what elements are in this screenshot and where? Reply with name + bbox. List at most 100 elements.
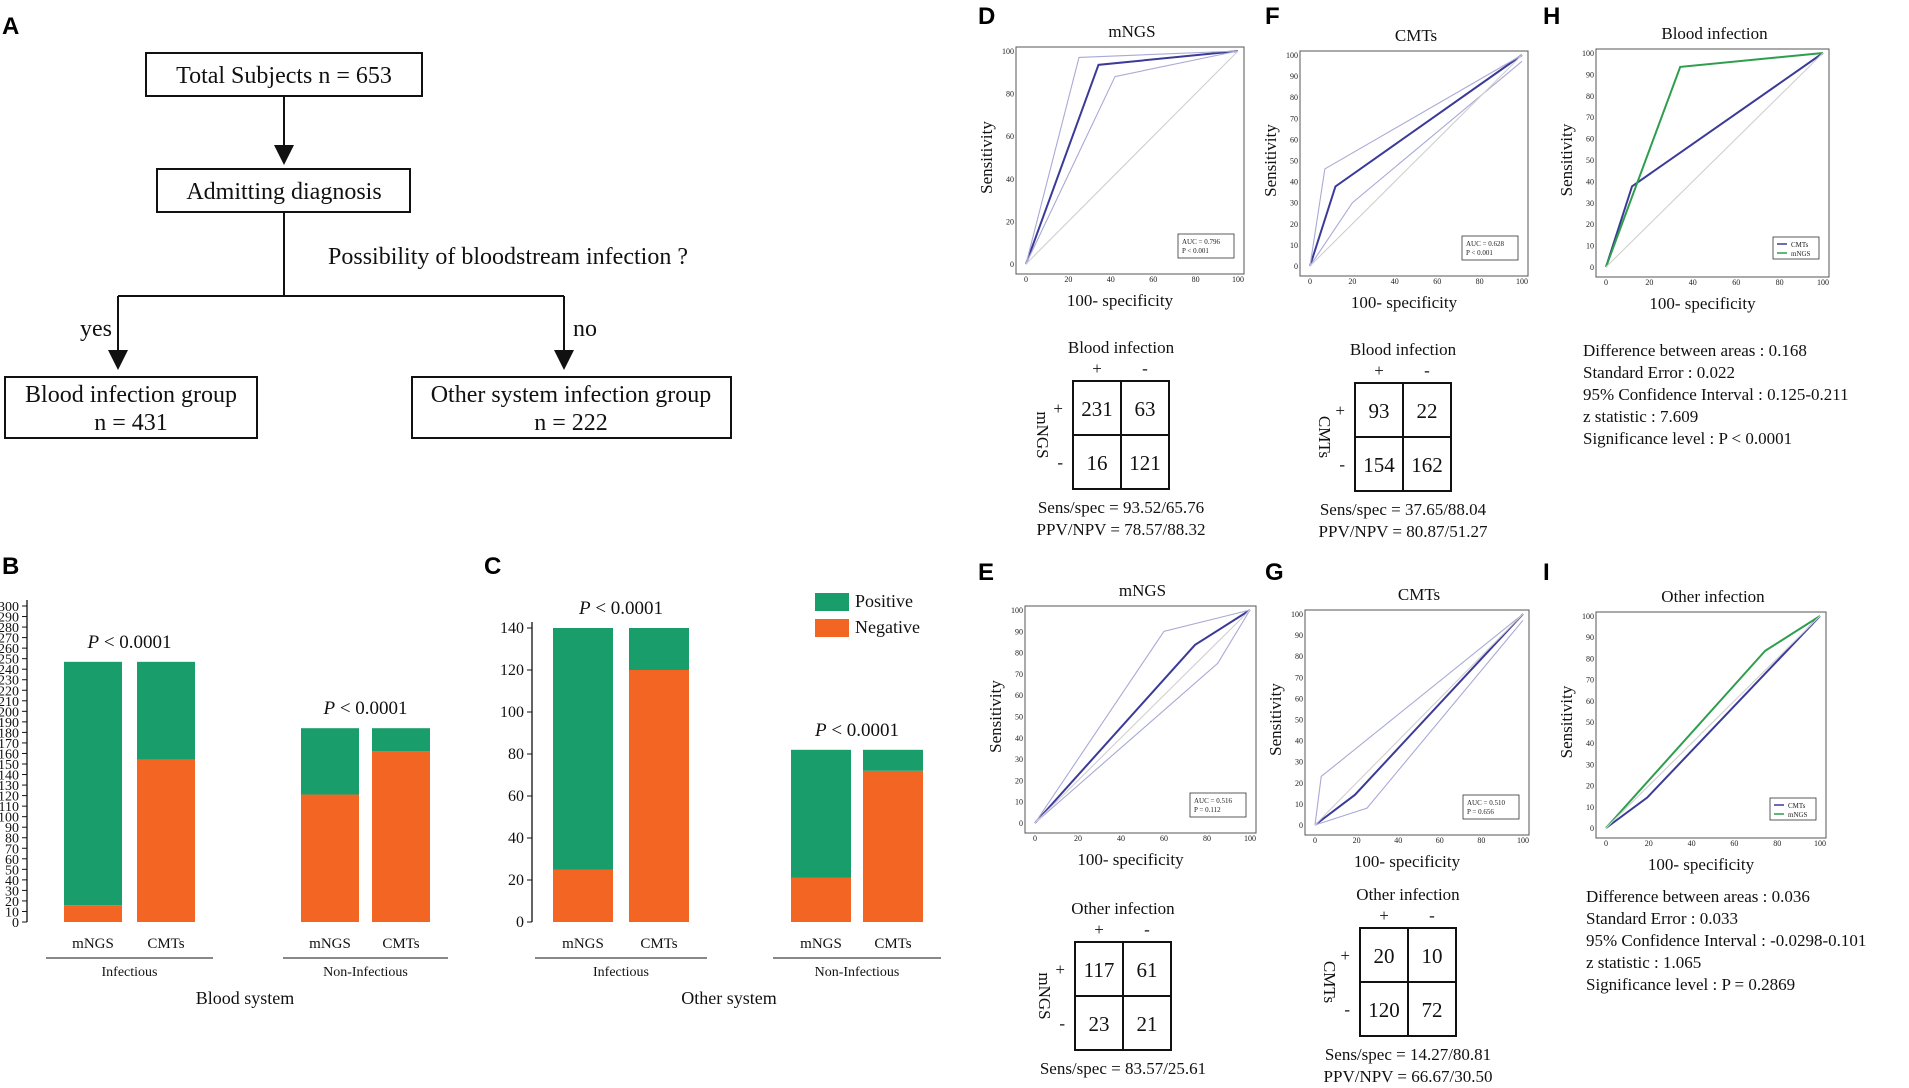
table-cell: 61 [1137, 958, 1158, 982]
y-tick-label: 90 [1295, 631, 1303, 640]
table-cell: 16 [1087, 451, 1108, 475]
y-tick-label: 30 [1290, 199, 1298, 208]
y-tick-label: 110 [0, 800, 19, 815]
y-tick-label: 160 [0, 747, 19, 762]
flow-yes-text: yes [80, 316, 112, 342]
p-value-label: P < 0.0001 [86, 632, 171, 653]
stats-line: Significance level : P = 0.2869 [1586, 975, 1795, 994]
x-tick-label: 0 [1308, 277, 1312, 286]
col-plus: + [1374, 361, 1384, 380]
roc-line-cmts [1605, 615, 1821, 829]
y-axis-label: Sensitivity [986, 680, 1005, 753]
x-tick-label: 80 [1776, 278, 1784, 287]
flow-box-blood [4, 376, 258, 439]
group-label: Infectious [593, 965, 649, 980]
sens-spec-text: Sens/spec = 93.52/65.76 [1038, 498, 1204, 517]
flow-other-line1: Other system infection group [431, 382, 712, 408]
table-cell: 23 [1089, 1012, 1110, 1036]
ppv-npv-text: PPV/NPV = 78.57/88.32 [1037, 520, 1206, 539]
y-tick-label: 60 [508, 788, 524, 805]
y-tick-label: 80 [5, 832, 19, 847]
x-tick-label: 60 [1732, 278, 1740, 287]
annotation-text: AUC = 0.628 [1466, 240, 1504, 248]
panel-label-d: D [978, 3, 995, 30]
bar-positive [791, 749, 851, 878]
y-tick-label: 30 [1586, 199, 1594, 208]
bar-chart-blood-system: 0102030405060708090100110120130140150160… [0, 600, 448, 1008]
y-tick-label: 210 [0, 695, 19, 710]
y-tick-label: 100 [1291, 610, 1303, 619]
table-cell: 120 [1368, 998, 1400, 1022]
stats-line: Difference between areas : 0.036 [1586, 887, 1810, 906]
table-cell: 63 [1135, 397, 1156, 421]
y-tick-label: 70 [5, 842, 19, 857]
y-tick-label: 120 [500, 662, 524, 679]
roc-line-ci_upper [1314, 613, 1524, 826]
y-tick-label: 180 [0, 726, 19, 741]
y-tick-label: 80 [1586, 654, 1594, 663]
y-tick-label: 30 [1015, 755, 1023, 764]
group-label: Non-Infectious [815, 965, 900, 980]
p-value-label: P < 0.0001 [322, 698, 407, 719]
flow-blood-line1: Blood infection group [25, 382, 237, 408]
chart-title: mNGS [1119, 581, 1166, 600]
x-tick-label: 0 [1024, 275, 1028, 284]
stats-line: Difference between areas : 0.168 [1583, 341, 1807, 360]
bar-negative [791, 877, 851, 922]
table-cell: 10 [1422, 944, 1443, 968]
x-tick-label: 100 [1232, 275, 1244, 284]
table-title: Blood infection [1350, 340, 1457, 359]
y-tick-label: 170 [0, 737, 19, 752]
y-axis-label: Sensitivity [977, 121, 996, 194]
y-tick-label: 100 [1582, 612, 1594, 621]
y-tick-label: 90 [1586, 70, 1594, 79]
y-tick-label: 10 [1290, 241, 1298, 250]
y-tick-label: 60 [1015, 691, 1023, 700]
plot-frame [1304, 609, 1530, 836]
y-tick-label: 50 [1586, 718, 1594, 727]
y-tick-label: 40 [1586, 177, 1594, 186]
table-title: Other infection [1356, 885, 1460, 904]
stats-line: 95% Confidence Interval : 0.125-0.211 [1583, 385, 1849, 404]
y-tick-label: 40 [1290, 178, 1298, 187]
y-tick-label: 230 [0, 674, 19, 689]
y-axis-label: Sensitivity [1266, 683, 1285, 756]
category-label: mNGS [309, 936, 351, 952]
annotation-text: P = 0.112 [1194, 806, 1221, 814]
roc-line-mngs [1605, 615, 1821, 829]
y-tick-label: 90 [1290, 72, 1298, 81]
y-tick-label: 40 [5, 874, 19, 889]
y-axis-label: Sensitivity [1557, 123, 1576, 196]
table-title: Other infection [1071, 899, 1175, 918]
y-tick-label: 0 [12, 916, 19, 931]
y-tick-label: 200 [0, 705, 19, 720]
stats-block-i: Difference between areas : 0.036 Standard… [1586, 887, 1866, 994]
row-minus: - [1057, 453, 1063, 472]
y-tick-label: 40 [508, 830, 524, 847]
annotation-text: AUC = 0.516 [1194, 797, 1232, 805]
x-axis-label: 100- specificity [1648, 855, 1755, 874]
row-minus: - [1339, 455, 1345, 474]
y-tick-label: 30 [1586, 760, 1594, 769]
roc-chart-i: 0 20 40 60 80 100 0 10 20 30 40 50 60 70 80 90 100 Other … [1557, 587, 1827, 874]
bar-negative [553, 869, 613, 922]
y-tick-label: 70 [1015, 670, 1023, 679]
stats-line: z statistic : 7.609 [1583, 407, 1698, 426]
x-tick-label: 100 [1517, 836, 1529, 845]
panel-label-b: B [2, 553, 19, 580]
x-tick-label: 100 [1516, 277, 1528, 286]
legend-swatch-positive [815, 593, 849, 611]
y-tick-label: 60 [1586, 697, 1594, 706]
bar-positive [301, 728, 359, 795]
plot-frame [1595, 611, 1827, 839]
flow-box-other [411, 376, 732, 439]
x-tick-label: 80 [1203, 834, 1211, 843]
sens-spec-text: Sens/spec = 14.27/80.81 [1325, 1045, 1491, 1064]
group-label: Non-Infectious [323, 965, 408, 980]
x-tick-label: 100 [1814, 839, 1826, 848]
y-tick-label: 90 [1015, 627, 1023, 636]
legend-swatch-negative [815, 619, 849, 637]
